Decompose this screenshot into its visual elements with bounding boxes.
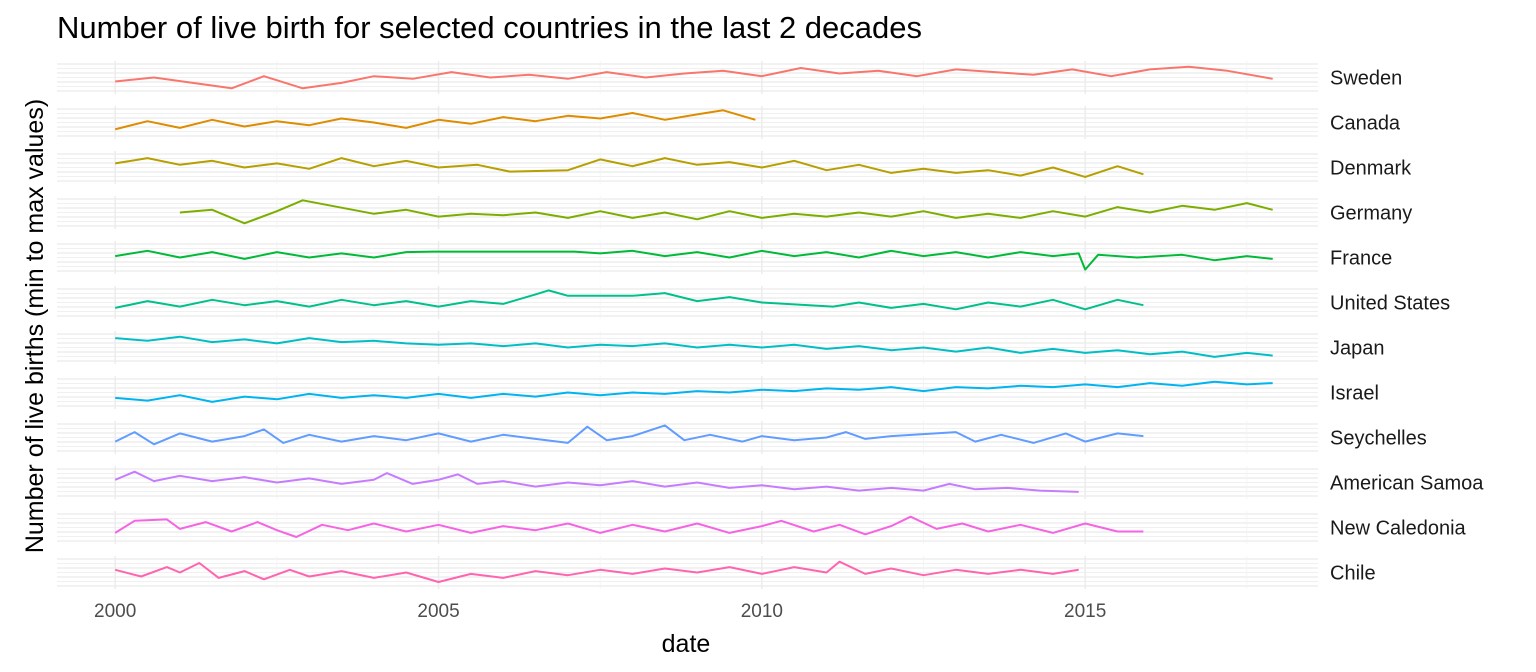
strip-label-new-caledonia: New Caledonia <box>1330 518 1467 540</box>
panel-japan: Japan <box>57 331 1385 364</box>
strip-label-sweden: Sweden <box>1330 68 1402 90</box>
series-line-new-caledonia <box>114 515 1144 538</box>
panel-israel: Israel <box>57 376 1379 409</box>
series-line-american-samoa <box>114 470 1079 493</box>
x-tick-label: 2010 <box>741 601 783 622</box>
strip-label-france: France <box>1330 248 1392 270</box>
x-tick-label: 2015 <box>1064 601 1106 622</box>
strip-label-canada: Canada <box>1330 113 1401 135</box>
series-line-israel <box>115 380 1273 403</box>
panel-american-samoa: American Samoa <box>57 466 1484 499</box>
strip-label-denmark: Denmark <box>1330 158 1412 180</box>
panel-denmark: Denmark <box>57 151 1412 184</box>
panel-france: France <box>57 241 1392 274</box>
series-line-canada <box>114 109 756 131</box>
panel-sweden: Sweden <box>57 61 1402 94</box>
panel-seychelles: Seychelles <box>57 421 1427 454</box>
panel-canada: Canada <box>57 106 1401 139</box>
x-tick-label: 2000 <box>94 601 136 622</box>
panel-germany: Germany <box>57 196 1412 229</box>
y-axis-title: Number of live births (min to max values… <box>21 99 49 553</box>
series-line-chile <box>114 560 1079 583</box>
series-line-germany <box>179 199 1273 225</box>
x-tick-label: 2005 <box>417 601 459 622</box>
panel-united-states: United States <box>57 286 1450 319</box>
strip-label-japan: Japan <box>1330 338 1385 360</box>
series-line-denmark <box>115 157 1144 178</box>
panel-new-caledonia: New Caledonia <box>57 511 1467 544</box>
panel-chile: Chile <box>57 556 1376 589</box>
chart-title: Number of live birth for selected countr… <box>57 10 923 45</box>
x-axis-title: date <box>662 630 711 658</box>
strip-label-germany: Germany <box>1330 203 1412 225</box>
strip-label-seychelles: Seychelles <box>1330 428 1427 450</box>
strip-label-american-samoa: American Samoa <box>1330 473 1484 495</box>
series-line-sweden <box>115 65 1273 90</box>
series-line-france <box>115 249 1273 271</box>
strip-label-united-states: United States <box>1330 293 1450 315</box>
strip-label-israel: Israel <box>1330 383 1379 405</box>
series-line-united-states <box>114 289 1144 311</box>
facet-panels: Sweden Canada Denmark Germany France United S… <box>57 61 1484 589</box>
series-line-japan <box>115 335 1273 358</box>
x-axis: 2000 2005 2010 2015 <box>94 601 1106 622</box>
series-line-seychelles <box>114 424 1144 446</box>
strip-label-chile: Chile <box>1330 563 1376 585</box>
